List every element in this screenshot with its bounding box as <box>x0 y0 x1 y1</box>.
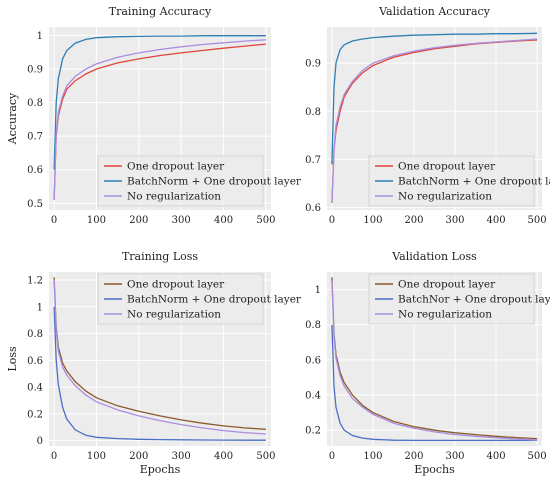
y-tick-label: 0.7 <box>305 155 321 166</box>
y-tick-label: 0.4 <box>305 391 321 402</box>
y-tick-label: 0 <box>37 436 43 447</box>
x-tick-label: 500 <box>256 451 275 462</box>
x-tick-label: 400 <box>486 451 505 462</box>
y-tick-label: 0.9 <box>305 59 321 70</box>
y-axis-label: Loss <box>6 346 19 372</box>
x-tick-label: 100 <box>363 451 382 462</box>
x-tick-label: 300 <box>445 451 464 462</box>
x-tick-label: 0 <box>51 215 57 226</box>
legend-entry: No regularization <box>127 191 221 203</box>
chart-title: Training Loss <box>122 250 198 263</box>
chart-train-acc: 0 100 200 300 400 500 0.5 0.6 0.7 0.8 0.9 1 Training… <box>6 5 302 226</box>
legend-box <box>368 155 535 207</box>
y-tick-label: 0.5 <box>27 199 43 210</box>
series-line <box>53 43 266 200</box>
series-line <box>53 35 266 170</box>
y-tick-label: 0.8 <box>305 320 321 331</box>
legend-entry: One dropout layer <box>398 279 496 291</box>
x-tick-label: 200 <box>404 451 423 462</box>
series-line <box>331 38 538 203</box>
y-tick-label: 0.6 <box>27 165 43 176</box>
x-axis-label: Epochs <box>140 463 181 476</box>
series-line <box>53 39 266 200</box>
y-tick-label: 0.9 <box>27 64 43 75</box>
y-tick-label: 0.7 <box>27 132 43 143</box>
chart-train-loss: 0 100 200 300 400 500 0 0.2 0.4 0.6 0.8 1 1.2 Trainin… <box>6 250 302 476</box>
x-tick-label: 100 <box>363 215 382 226</box>
chart-title: Validation Accuracy <box>378 5 491 18</box>
legend: One dropout layer BatchNor + One dropout … <box>368 273 550 325</box>
series-line <box>331 277 538 440</box>
y-axis-label: Accuracy <box>6 92 19 145</box>
legend-entry: No regularization <box>127 309 221 321</box>
legend-entry: No regularization <box>398 309 492 321</box>
x-axis-label: Epochs <box>414 463 455 476</box>
legend-entry: BatchNorm + One dropout layer <box>398 176 550 188</box>
legend-entry: No regularization <box>398 191 492 203</box>
x-tick-label: 0 <box>329 451 335 462</box>
y-tick-label: 0.2 <box>27 409 43 420</box>
x-tick-label: 500 <box>256 215 275 226</box>
chart-title: Training Accuracy <box>109 5 212 18</box>
series-line <box>331 280 538 441</box>
x-tick-label: 300 <box>445 215 464 226</box>
series-line <box>331 32 538 165</box>
x-tick-label: 400 <box>214 215 233 226</box>
x-tick-label: 300 <box>172 215 191 226</box>
series-line <box>53 306 266 441</box>
x-tick-label: 200 <box>404 215 423 226</box>
y-tick-label: 0.8 <box>27 98 43 109</box>
legend-entry: BatchNor + One dropout layer <box>398 294 550 306</box>
legend-box <box>97 155 264 207</box>
y-tick-label: 0.6 <box>305 203 321 214</box>
x-tick-label: 400 <box>486 215 505 226</box>
x-tick-label: 100 <box>87 215 106 226</box>
y-tick-label: 0.4 <box>27 383 43 394</box>
legend-entry: BatchNorm + One dropout layer <box>127 176 302 188</box>
legend: One dropout layer BatchNorm + One dropout… <box>368 155 550 207</box>
x-tick-label: 500 <box>528 451 547 462</box>
x-tick-label: 0 <box>51 451 57 462</box>
y-tick-label: 0.6 <box>305 355 321 366</box>
x-tick-label: 400 <box>214 451 233 462</box>
chart-title: Validation Loss <box>391 250 477 263</box>
legend: One dropout layer BatchNorm + One dropout… <box>97 273 302 325</box>
series-line <box>331 324 538 442</box>
x-tick-label: 200 <box>129 215 148 226</box>
y-tick-label: 1 <box>315 285 321 296</box>
legend: One dropout layer BatchNorm + One dropout… <box>97 155 302 207</box>
chart-val-acc: 0 100 200 300 400 500 0.6 0.7 0.8 0.9 Validation A… <box>305 5 550 226</box>
x-tick-label: 100 <box>87 451 106 462</box>
y-tick-label: 0.8 <box>305 107 321 118</box>
chart-val-loss: 0 100 200 300 400 500 0.2 0.4 0.6 0.8 1 Validation … <box>305 250 550 476</box>
legend-box <box>97 273 264 325</box>
x-tick-label: 0 <box>329 215 335 226</box>
y-tick-label: 1 <box>37 302 43 313</box>
y-tick-label: 0.8 <box>27 329 43 340</box>
y-tick-label: 1 <box>37 31 43 42</box>
y-tick-label: 0.6 <box>27 356 43 367</box>
legend-entry: BatchNorm + One dropout layer <box>127 294 302 306</box>
legend-entry: One dropout layer <box>127 161 225 173</box>
legend-entry: One dropout layer <box>127 279 225 291</box>
y-tick-label: 0.2 <box>305 426 321 437</box>
series-line <box>53 279 266 435</box>
x-tick-label: 300 <box>172 451 191 462</box>
legend-box <box>368 273 535 325</box>
series-line <box>53 277 266 430</box>
x-tick-label: 500 <box>528 215 547 226</box>
x-tick-label: 200 <box>129 451 148 462</box>
legend-entry: One dropout layer <box>398 161 496 173</box>
y-tick-label: 1.2 <box>27 276 43 287</box>
